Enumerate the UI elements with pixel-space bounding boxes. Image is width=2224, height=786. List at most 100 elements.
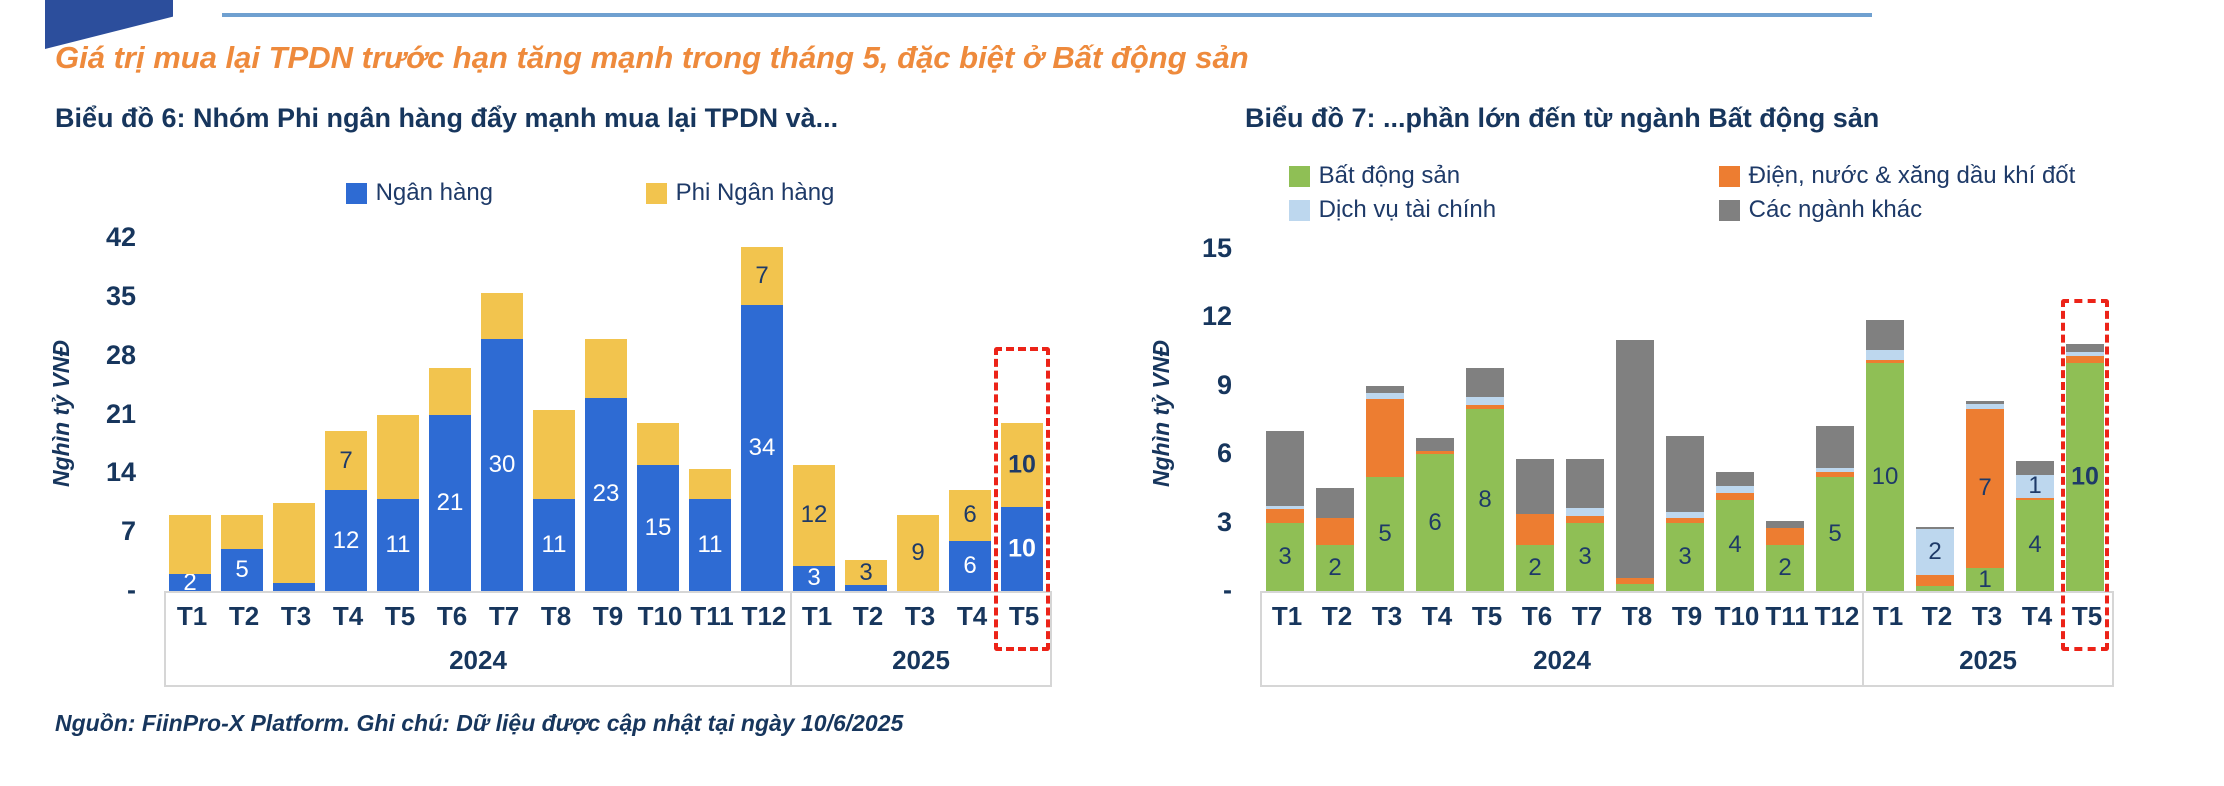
bar-segment: 2 xyxy=(169,569,211,596)
bar-segment: 5 xyxy=(1816,477,1854,591)
x-category-label: T8 xyxy=(540,601,572,631)
bar-value-label: 2 xyxy=(1928,538,1942,566)
bar: 10 xyxy=(1860,235,1910,591)
y-tick-label: 12 xyxy=(1201,301,1232,332)
bar-segment xyxy=(1316,518,1354,546)
bar-segment xyxy=(273,502,315,583)
bar-segment xyxy=(637,423,679,465)
y-tick-label: 9 xyxy=(1216,369,1232,400)
bar-segment xyxy=(1866,350,1904,360)
bar-segment xyxy=(2066,351,2104,357)
x-category-label: T12 xyxy=(741,601,787,631)
bar-segment xyxy=(273,582,315,591)
y-tick-label: 14 xyxy=(105,457,136,488)
x-category-label: T4 xyxy=(332,601,364,631)
bar-segment xyxy=(429,368,471,415)
x-category-label: T7 xyxy=(488,601,520,631)
bar-segment xyxy=(1666,436,1704,513)
bar-segment: 4 xyxy=(1716,499,1754,591)
x-category-label: T6 xyxy=(1521,601,1553,631)
bar-value-label: 6 xyxy=(1428,508,1442,536)
x-category-label: T7 xyxy=(1571,601,1603,631)
bar-segment xyxy=(1316,488,1354,519)
bar-segment: 15 xyxy=(637,465,679,591)
bar-segment xyxy=(1916,575,1954,587)
bar-segment xyxy=(1266,431,1304,506)
x-category-label: T5 xyxy=(1008,601,1040,631)
year-group-label: 2024 xyxy=(449,645,507,675)
bar-value-label: 9 xyxy=(911,539,925,567)
bar-segment: 3 xyxy=(1666,522,1704,591)
bar-segment: 10 xyxy=(1001,507,1043,591)
bar-segment xyxy=(1766,521,1804,529)
legend-swatch-icon xyxy=(645,182,667,204)
legend-item: Phi Ngân hàng xyxy=(645,179,834,207)
x-category-label: T4 xyxy=(956,601,988,631)
bar-value-label: 3 xyxy=(1278,542,1292,570)
bar: 2 xyxy=(1510,235,1560,591)
x-category-label: T5 xyxy=(384,601,416,631)
bar-segment xyxy=(1616,340,1654,579)
bar-segment: 9 xyxy=(897,515,939,591)
legend-swatch-icon xyxy=(1288,199,1310,221)
bar-segment xyxy=(1616,584,1654,591)
bar-value-label: 11 xyxy=(385,530,411,558)
charts-row: Biểu đồ 6: Nhóm Phi ngân hàng đẩy mạnh m… xyxy=(40,103,2224,687)
y-tick-label: - xyxy=(1223,575,1232,605)
bar-value-label: 30 xyxy=(488,451,516,478)
bar-value-label: 15 xyxy=(644,514,672,541)
y-tick-label: 28 xyxy=(105,339,136,370)
chart-7-legend: Bất động sản Điện, nước & xăng dầu khí đố… xyxy=(1140,151,2224,235)
bar-segment xyxy=(1416,450,1454,455)
bar-segment: 2 xyxy=(1316,545,1354,591)
bar-segment xyxy=(1716,486,1754,493)
chart-6-legend: Ngân hàng Phi Ngân hàng xyxy=(40,151,1140,235)
bar-segment xyxy=(1566,507,1604,516)
bar: 30 xyxy=(476,235,528,591)
bar-value-label: 5 xyxy=(235,556,249,583)
bar: 3 xyxy=(1660,235,1710,591)
bar-segment xyxy=(1666,518,1704,523)
bar-value-label: 2 xyxy=(183,568,197,596)
y-tick-label: 42 xyxy=(105,222,136,253)
bar-segment: 12 xyxy=(793,465,835,566)
bar: 2 xyxy=(1760,235,1810,591)
y-tick-label: 6 xyxy=(1216,438,1232,469)
bar: 3 xyxy=(840,235,892,591)
bar-value-label: 12 xyxy=(800,501,828,529)
chart-7-plot: 3 2 5 6 8 2 3 3 4 2 5 10 2 1 7 4 1 10 T1 T2 T3 T4 T5 T6 T7 T8 T9 T… xyxy=(1260,235,2114,687)
x-category-label: T5 xyxy=(1471,601,1503,631)
bar: 15 xyxy=(632,235,684,591)
bar: 11 xyxy=(528,235,580,591)
legend-item: Bất động sản xyxy=(1288,162,1719,190)
bar-segment xyxy=(1816,467,1854,473)
bar-value-label: 10 xyxy=(1008,450,1036,479)
bar-segment xyxy=(1466,367,1504,398)
source-note: Nguồn: FiinPro-X Platform. Ghi chú: Dữ l… xyxy=(55,710,904,736)
bar-segment xyxy=(2016,461,2054,475)
y-tick-label: 7 xyxy=(120,516,136,547)
chart-7-y-axis: 15 12 9 6 3 - xyxy=(1182,234,1248,604)
year-group-label: 2024 xyxy=(1533,645,1591,675)
x-category-label: T3 xyxy=(904,601,936,631)
bar-segment: 3 xyxy=(793,564,835,592)
bar-segment xyxy=(1866,359,1904,363)
bar-value-label: 34 xyxy=(748,434,776,462)
bar-segment: 1 xyxy=(2016,472,2054,499)
legend-item: Dịch vụ tài chính xyxy=(1288,196,1719,224)
legend-label: Các ngành khác xyxy=(1748,196,1923,223)
bar-segment: 6 xyxy=(1416,454,1454,591)
bar-value-label: 3 xyxy=(807,564,821,592)
bar-value-label: 8 xyxy=(1478,485,1492,513)
bar-value-label: 7 xyxy=(339,446,353,474)
bar-segment xyxy=(845,585,887,591)
legend-swatch-icon xyxy=(345,182,367,204)
bar-value-label: 6 xyxy=(963,551,977,579)
bar: 5 xyxy=(1360,235,1410,591)
legend-swatch-icon xyxy=(1718,165,1740,187)
bar-segment: 21 xyxy=(429,414,471,591)
bar-value-label: 7 xyxy=(755,262,769,289)
